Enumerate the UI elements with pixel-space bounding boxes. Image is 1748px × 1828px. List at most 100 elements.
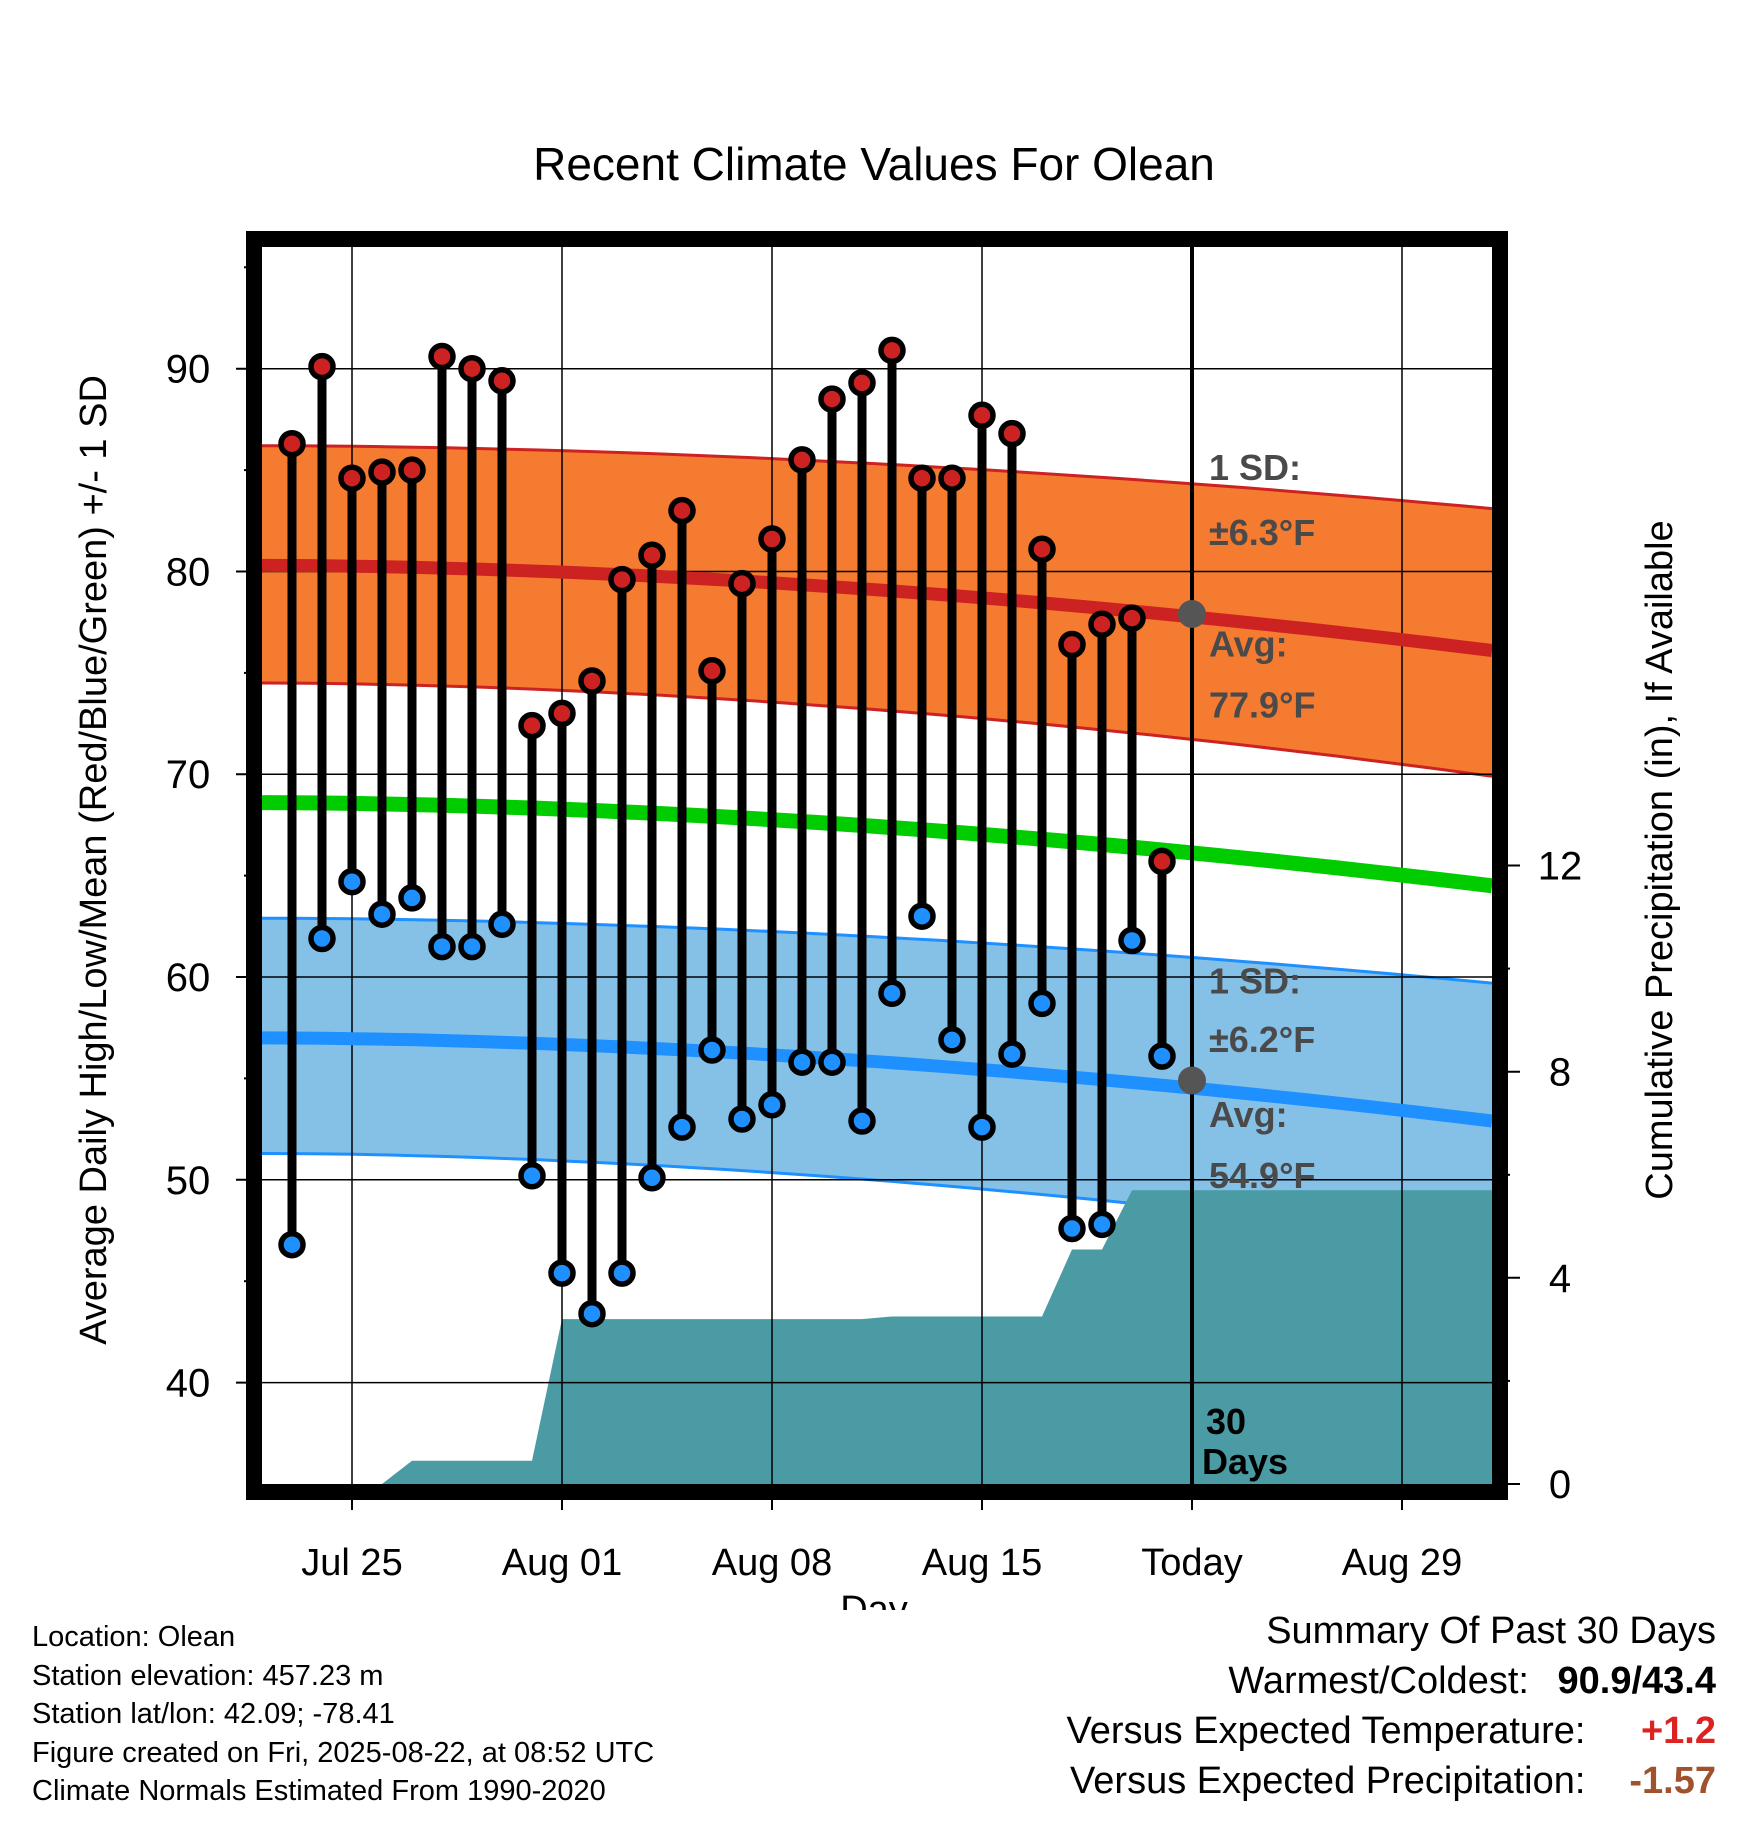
y-tick-label: 60 [166, 956, 211, 1000]
low-temp-point [1058, 1214, 1086, 1243]
low-temp-point [968, 1113, 996, 1141]
y2-tick-label: 8 [1549, 1051, 1571, 1095]
low-temp-point [758, 1091, 786, 1119]
high-temp-point [548, 699, 576, 728]
precipitation-area [262, 1190, 1492, 1484]
low-temp-point [1088, 1210, 1116, 1239]
high-temp-point [458, 354, 486, 383]
temp-row: Versus Expected Temperature: +1.2 [1067, 1706, 1716, 1756]
high-temp-point [308, 352, 336, 381]
low-temp-point [848, 1107, 876, 1135]
high-temp-point [638, 541, 666, 569]
y-axis-label: Average Daily High/Low/Mean (Red/Blue/Gr… [73, 375, 115, 1345]
normals-text: Climate Normals Estimated From 1990-2020 [32, 1775, 606, 1807]
elevation-text: Station elevation: 457.23 m [32, 1659, 384, 1692]
high-sd-band [262, 445, 1492, 777]
precip-value: -1.57 [1629, 1760, 1716, 1802]
high-temp-point [818, 385, 846, 413]
low-temp-point [518, 1162, 546, 1190]
y-tick-label: 50 [166, 1159, 211, 1203]
low-sd-band [262, 918, 1492, 1247]
high-temp-point [1118, 604, 1146, 632]
low-temp-point [308, 924, 336, 953]
x-axis-label: Day [840, 1589, 908, 1610]
low-temp-point [608, 1259, 636, 1287]
warmest-value: 90.9/43.4 [1557, 1660, 1716, 1702]
high-sd-upper-line [261, 444, 1493, 511]
low-temp-point [668, 1113, 696, 1141]
y-tick-label: 40 [166, 1362, 211, 1406]
high-temp-point [368, 458, 396, 486]
y2-tick-label: 0 [1549, 1463, 1571, 1507]
low-temp-point [728, 1105, 756, 1133]
low-temp-point [278, 1230, 306, 1259]
high-temp-point [578, 667, 606, 695]
high-sd-label: 1 SD: [1209, 447, 1301, 488]
low-temp-point [1148, 1042, 1176, 1070]
x-tick-label: Aug 01 [502, 1542, 622, 1584]
chart-title: Recent Climate Values For Olean [533, 138, 1215, 190]
low-temp-point [338, 867, 366, 896]
low-temp-point [638, 1164, 666, 1192]
low-normal-line [261, 1031, 1493, 1128]
x-tick-label: Aug 29 [1342, 1542, 1462, 1584]
today-high-avg-marker [1178, 600, 1206, 628]
x-tick-label: Aug 15 [922, 1542, 1042, 1584]
y-tick-label: 80 [166, 551, 211, 595]
low-temp-point [698, 1036, 726, 1064]
high-temp-point [278, 429, 306, 458]
y2-tick-label: 4 [1549, 1257, 1571, 1301]
y-tick-label: 90 [166, 348, 211, 392]
low-avg-label: Avg: [1209, 1094, 1288, 1135]
warmest-row: Warmest/Coldest: 90.9/43.4 [1067, 1656, 1716, 1706]
high-temp-point [788, 446, 816, 474]
low-sd-upper-line [261, 916, 1493, 985]
location-text: Location: Olean [32, 1621, 236, 1653]
high-temp-point [398, 456, 426, 484]
high-temp-point [1028, 535, 1056, 563]
low-temp-point [488, 910, 516, 939]
latlon-text: Station lat/lon: 42.09; -78.41 [32, 1698, 395, 1730]
summary-panel: Summary Of Past 30 Days Warmest/Coldest:… [1067, 1606, 1716, 1806]
high-temp-point [428, 342, 456, 371]
y2-tick-label: 12 [1538, 845, 1583, 889]
high-temp-point [968, 401, 996, 430]
low-avg-value: 54.9°F [1209, 1155, 1315, 1196]
high-temp-point [908, 464, 936, 492]
high-temp-point [728, 569, 756, 598]
high-temp-point [698, 657, 726, 685]
high-avg-label: Avg: [1209, 624, 1288, 665]
low-temp-point [788, 1048, 816, 1076]
days-count-label: 30 [1206, 1401, 1246, 1442]
high-temp-point [848, 369, 876, 397]
low-sd-label: 1 SD: [1209, 960, 1301, 1001]
high-temp-point [608, 565, 636, 594]
high-temp-point [1088, 610, 1116, 638]
station-info: Location: Olean Station elevation: 457.2… [32, 1618, 654, 1811]
created-text: Figure created on Fri, 2025-08-22, at 08… [32, 1736, 655, 1769]
low-temp-point [458, 932, 486, 961]
high-sd-value: ±6.3°F [1209, 512, 1315, 553]
high-temp-point [488, 367, 516, 395]
low-temp-point [1028, 989, 1056, 1018]
high-avg-value: 77.9°F [1209, 685, 1315, 726]
low-temp-point [578, 1299, 606, 1328]
high-temp-point [758, 525, 786, 553]
low-temp-point [368, 900, 396, 928]
high-temp-point [518, 711, 546, 740]
low-temp-point [398, 884, 426, 912]
high-temp-point [338, 464, 366, 492]
y-tick-label: 70 [166, 753, 211, 797]
climate-chart: Recent Climate Values For Olean 1 SD: ±6.… [73, 138, 1681, 1610]
days-word-label: Days [1202, 1441, 1288, 1482]
high-temp-point [998, 419, 1026, 448]
high-normal-line [261, 558, 1493, 657]
precip-row: Versus Expected Precipitation: -1.57 [1067, 1756, 1716, 1806]
high-temp-point [668, 496, 696, 525]
low-temp-point [938, 1026, 966, 1054]
low-temp-point [998, 1040, 1026, 1068]
low-temp-point [428, 932, 456, 961]
x-tick-label: Aug 08 [712, 1542, 832, 1584]
temp-label: Versus Expected Temperature: [1066, 1710, 1586, 1752]
mean-normal-line [261, 795, 1493, 894]
